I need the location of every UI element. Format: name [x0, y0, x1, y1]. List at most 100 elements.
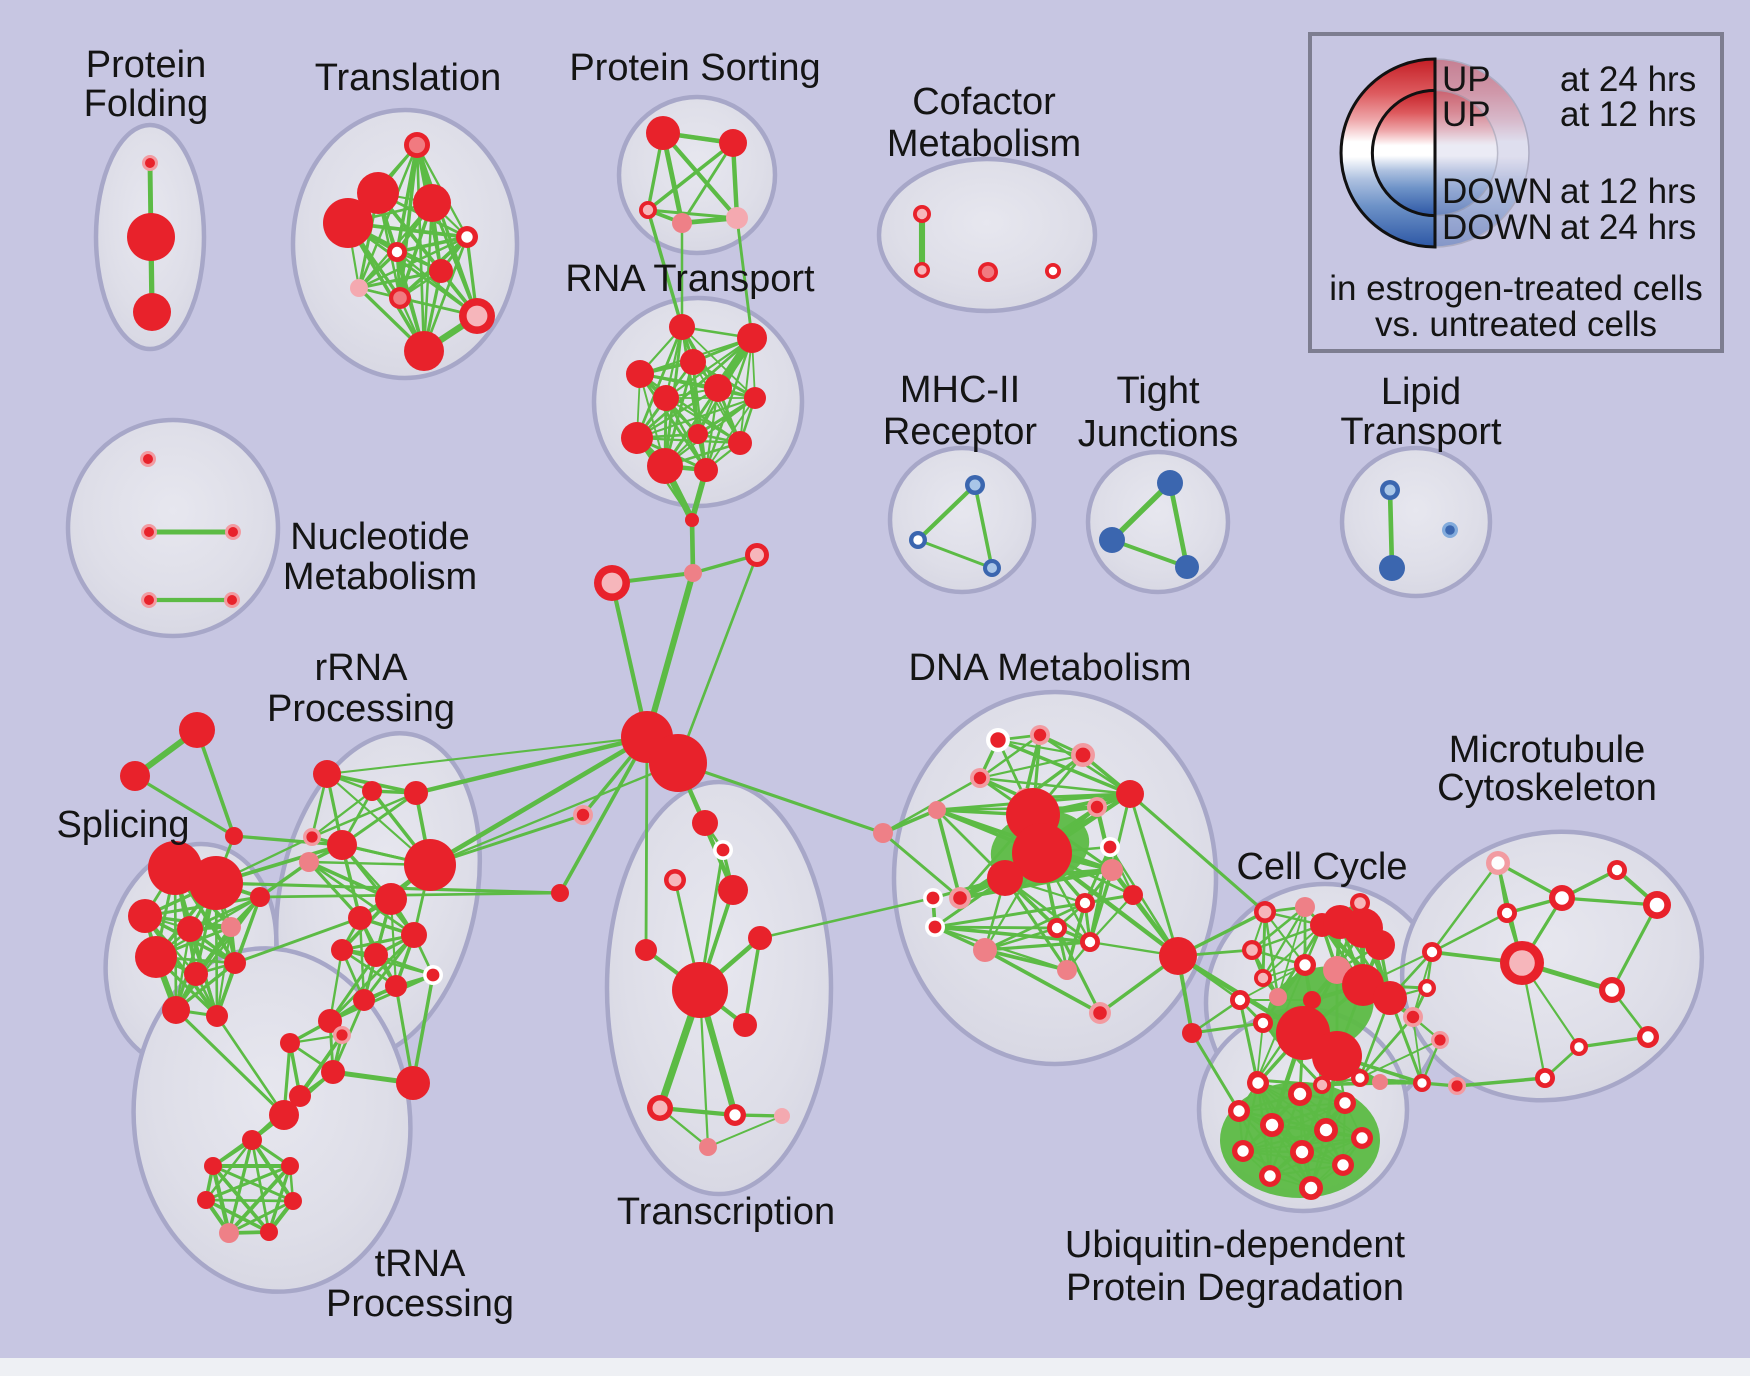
node-rt5	[704, 374, 732, 402]
node-core	[1319, 1123, 1333, 1137]
edge	[413, 734, 650, 796]
node-t2	[357, 172, 399, 214]
node-cnd	[685, 513, 699, 527]
node-core	[408, 136, 426, 154]
node-mt3	[1497, 903, 1517, 923]
node-outer	[120, 761, 150, 791]
edge	[978, 753, 1085, 780]
node-x3	[664, 869, 686, 891]
node-outer	[737, 323, 767, 353]
node-outer	[635, 939, 657, 961]
edge	[664, 336, 754, 400]
legend-up-12-label: UP	[1442, 95, 1491, 134]
node-pf2	[127, 213, 175, 261]
node-core	[1237, 1145, 1249, 1157]
node-cf4	[1045, 263, 1061, 279]
node-cc22	[1422, 942, 1442, 962]
node-n1	[140, 451, 156, 467]
node-outer	[699, 1138, 717, 1156]
node-cc1	[1254, 901, 1276, 923]
cluster-lipid-transport	[1339, 445, 1493, 599]
node-outer	[404, 781, 428, 805]
node-d15	[1075, 893, 1095, 913]
node-s3	[128, 899, 162, 933]
node-rt4	[680, 349, 706, 375]
edge	[307, 860, 416, 937]
edge	[743, 936, 762, 1027]
node-outer	[1175, 555, 1199, 579]
node-lt1	[1380, 480, 1400, 500]
node-s2	[189, 856, 243, 910]
node-core	[913, 535, 923, 545]
node-core	[1451, 1080, 1463, 1092]
edge	[1238, 1110, 1312, 1189]
edge	[558, 735, 649, 895]
node-outer	[289, 1085, 311, 1107]
node-outer	[1123, 885, 1143, 905]
node-h2	[649, 734, 707, 792]
node-core	[1539, 1072, 1551, 1084]
node-cc24	[1403, 1007, 1423, 1027]
node-mt5	[1500, 941, 1544, 985]
node-core	[1337, 1159, 1349, 1171]
node-ps5	[726, 207, 748, 229]
node-outer	[179, 712, 215, 748]
node-core	[1649, 897, 1665, 913]
edge	[204, 1198, 295, 1203]
node-core	[969, 479, 981, 491]
node-core	[391, 246, 403, 258]
edge	[758, 896, 935, 940]
edge	[983, 948, 1069, 972]
cluster-label-dna-metabolism: DNA Metabolism	[909, 647, 1192, 689]
node-tj1	[1157, 470, 1183, 496]
node-core	[1574, 1042, 1584, 1052]
node-cc2	[1295, 897, 1315, 917]
node-cc25	[1431, 1031, 1449, 1049]
node-core	[642, 204, 654, 216]
node-mt11	[1535, 1068, 1555, 1088]
node-cnc	[745, 543, 769, 567]
node-core	[973, 771, 987, 785]
node-cc26	[1413, 1074, 1431, 1092]
node-core	[1605, 983, 1619, 997]
node-cc18	[1312, 1031, 1362, 1081]
node-cc9	[1365, 930, 1395, 960]
edge	[340, 791, 418, 847]
node-core	[1642, 1031, 1654, 1043]
node-outer	[128, 899, 162, 933]
node-cc28	[1350, 893, 1370, 913]
edge	[1358, 1076, 1424, 1085]
edge	[430, 201, 479, 318]
node-outer	[396, 1066, 430, 1100]
cluster-label-trna-processing: tRNA Processing	[326, 1243, 514, 1325]
node-n5	[224, 592, 240, 608]
node-outer	[133, 293, 171, 331]
node-core	[1355, 1073, 1365, 1083]
edge	[660, 130, 740, 221]
edge	[643, 569, 697, 741]
node-t1	[404, 132, 430, 158]
node-rt6	[653, 385, 679, 411]
edge	[646, 208, 684, 329]
edge	[1261, 905, 1307, 980]
edge	[427, 734, 650, 868]
node-outer	[748, 926, 772, 950]
cluster-label-lipid-transport: Lipid Transport	[1340, 371, 1502, 453]
node-core	[1252, 1077, 1264, 1089]
node-x8	[733, 1013, 757, 1037]
edge	[1110, 538, 1189, 569]
node-outer	[321, 1060, 345, 1084]
edge	[933, 925, 1059, 930]
node-ps2	[719, 129, 747, 157]
edge	[357, 269, 443, 290]
node-core	[987, 563, 997, 573]
node-core	[1246, 944, 1258, 956]
node-d9	[949, 887, 971, 909]
node-r16	[318, 1009, 342, 1033]
node-d17	[973, 938, 997, 962]
node-outer	[280, 1033, 300, 1053]
node-core	[1051, 922, 1063, 934]
edge	[1088, 893, 1135, 944]
node-u11	[1259, 1165, 1281, 1187]
node-hx1	[242, 1130, 262, 1150]
